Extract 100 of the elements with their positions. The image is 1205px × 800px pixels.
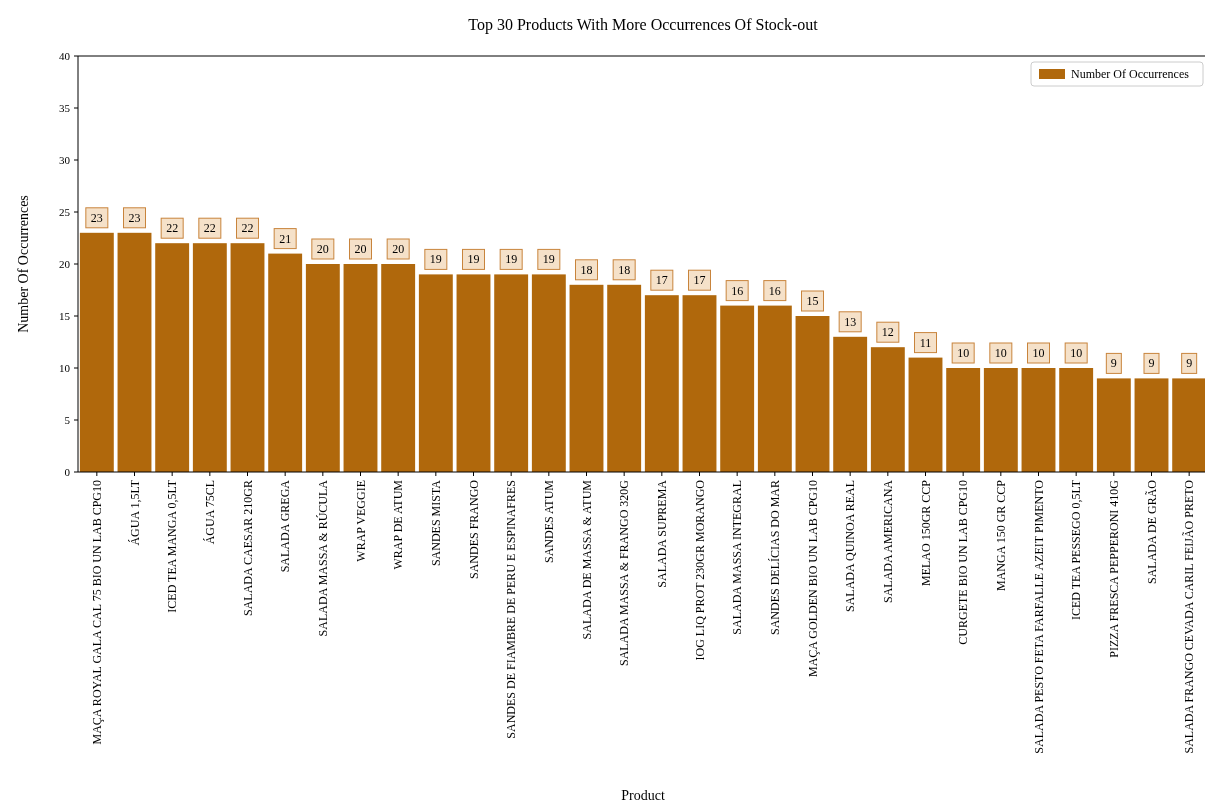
- x-tick-label: PIZZA FRESCA PEPPERONI 410G: [1107, 479, 1122, 658]
- bar: [268, 253, 303, 472]
- legend-label: Number Of Occurrences: [1071, 67, 1190, 82]
- data-label: 20: [354, 242, 367, 256]
- y-tick-label: 0: [64, 465, 71, 478]
- x-tick-label: SALADA SUPREMA: [655, 479, 670, 588]
- x-tick-label: SANDES DELÍCIAS DO MAR: [768, 480, 783, 636]
- y-tick-label: 5: [64, 413, 71, 426]
- x-tick-label: WRAP VEGGIE: [353, 480, 368, 562]
- bar: [305, 264, 340, 472]
- data-label: 19: [429, 252, 442, 267]
- data-label: 15: [806, 294, 819, 308]
- x-tick-label: SALADA QUINOA REAL: [843, 480, 858, 612]
- data-label: 19: [505, 252, 518, 267]
- data-label: 23: [90, 210, 103, 225]
- data-label: 12: [881, 325, 894, 340]
- x-tick-label: ÁGUA 1,5LT: [127, 479, 142, 546]
- bar: [720, 305, 755, 472]
- bar: [79, 232, 114, 472]
- data-label: 18: [618, 262, 631, 277]
- bar: [192, 243, 227, 472]
- x-tick-label: WRAP DE ATUM: [391, 479, 406, 570]
- bar: [117, 232, 152, 472]
- data-label: 13: [844, 314, 857, 329]
- data-label: 19: [542, 252, 555, 267]
- x-tick-label: IOG LIQ PROT 230GR MORANGO: [692, 479, 707, 661]
- x-tick-label: SANDES MISTA: [429, 479, 444, 567]
- bar: [381, 264, 416, 472]
- data-label: 9: [1110, 356, 1117, 371]
- bar: [644, 295, 679, 472]
- bar: [946, 368, 981, 472]
- x-tick-label: SALADA CAESAR 210GR: [240, 480, 255, 617]
- bar: [983, 368, 1018, 472]
- data-label: 18: [580, 262, 593, 277]
- data-label: 17: [655, 273, 668, 288]
- data-label: 20: [392, 242, 405, 256]
- x-tick-label: SANDES DE FIAMBRE DE PERU E ESPINAFRES: [504, 480, 519, 739]
- data-label: 22: [203, 221, 216, 236]
- x-tick-label: SALADA PESTO FETA FARFALLE AZEIT PIMENTO: [1031, 479, 1046, 754]
- data-label: 19: [467, 252, 480, 267]
- bar: [1172, 378, 1205, 472]
- y-tick-label: 20: [59, 257, 71, 270]
- y-tick-label: 15: [59, 309, 71, 322]
- chart-title: Top 30 Products With More Occurrences Of Stock-out: [468, 16, 819, 34]
- bar: [343, 264, 378, 472]
- bar: [456, 274, 491, 472]
- bar: [833, 336, 868, 472]
- x-tick-label: MAÇA ROYAL GALA CAL 75 BIO UN LAB CPG10: [90, 480, 105, 745]
- x-tick-label: SALADA FRANGO CEVADA CARIL FEIJÃO PRETO: [1182, 479, 1197, 754]
- bar: [1059, 368, 1094, 472]
- data-label: 10: [994, 346, 1007, 360]
- bar: [494, 274, 529, 472]
- x-tick-label: SALADA MASSA INTEGRAL: [730, 480, 745, 635]
- bar: [1096, 378, 1131, 472]
- data-label: 10: [1032, 346, 1045, 360]
- x-tick-label: SALADA GREGA: [278, 479, 293, 573]
- data-label: 9: [1186, 356, 1193, 371]
- x-axis-title: Product: [621, 788, 665, 800]
- bar: [1134, 378, 1169, 472]
- bar: [155, 243, 190, 472]
- y-tick-label: 35: [59, 101, 71, 114]
- data-label: 10: [957, 346, 970, 360]
- x-tick-label: MAÇA GOLDEN BIO UN LAB CPG10: [805, 480, 820, 678]
- x-tick-label: SALADA DE GRÃO: [1144, 479, 1159, 585]
- x-tick-label: ICED TEA PESSEGO 0,5LT: [1069, 479, 1084, 621]
- data-label: 16: [768, 283, 781, 298]
- bar: [418, 274, 453, 472]
- bar: [870, 347, 905, 472]
- data-label: 10: [1070, 346, 1083, 360]
- y-tick-label: 25: [59, 205, 71, 218]
- bar: [908, 357, 943, 472]
- bar: [757, 305, 792, 472]
- data-label: 11: [919, 335, 932, 350]
- data-label: 17: [693, 273, 706, 288]
- bar: [230, 243, 265, 472]
- data-label: 20: [316, 242, 329, 256]
- y-axis-title: Number Of Occurrences: [16, 195, 31, 333]
- bar: [569, 284, 604, 472]
- x-tick-label: SALADA MASSA & RÚCULA: [316, 479, 331, 637]
- x-tick-label: SALADA DE MASSA & ATUM: [579, 479, 594, 640]
- bar: [531, 274, 566, 472]
- data-label: 22: [241, 221, 254, 236]
- data-label: 21: [279, 231, 292, 246]
- y-tick-label: 30: [59, 153, 71, 166]
- data-label: 16: [731, 283, 744, 298]
- x-tick-label: ÁGUA 75CL: [203, 480, 218, 545]
- x-tick-label: CURGETE BIO UN LAB CPG10: [956, 480, 971, 645]
- bar: [1021, 368, 1056, 472]
- x-tick-label: ICED TEA MANGA 0,5LT: [165, 479, 180, 613]
- x-tick-label: MANGA 150 GR CCP: [994, 479, 1009, 592]
- data-label: 9: [1148, 356, 1155, 371]
- data-label: 23: [128, 210, 141, 225]
- x-tick-label: MELAO 150GR CCP: [918, 479, 933, 587]
- x-tick-label: SALADA AMERICANA: [881, 479, 896, 604]
- x-tick-label: SALADA MASSA & FRANGO 320G: [617, 479, 632, 667]
- bar: [682, 295, 717, 472]
- y-tick-label: 10: [59, 361, 71, 374]
- bar: [795, 316, 830, 472]
- x-tick-label: SANDES ATUM: [542, 479, 557, 564]
- data-label: 22: [166, 221, 179, 236]
